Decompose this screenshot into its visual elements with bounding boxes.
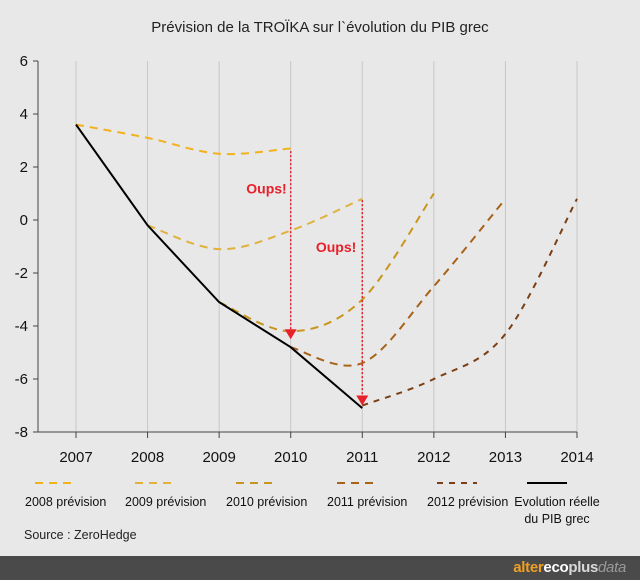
y-tick-label: 2 bbox=[20, 159, 28, 176]
annotations: Oups! Oups! bbox=[246, 151, 369, 406]
y-tick-label: -6 bbox=[15, 371, 28, 388]
y-tick-label: 4 bbox=[20, 106, 28, 123]
brand-logo: alterecoplusdata bbox=[513, 559, 626, 576]
x-tick-label: 2008 bbox=[131, 449, 164, 466]
series-line-forecast bbox=[147, 197, 363, 251]
chart: Prévision de la TROÏKA sur l`évolution d… bbox=[15, 19, 600, 526]
brand-bar: alterecoplusdata bbox=[0, 556, 640, 580]
y-tick-label: -8 bbox=[15, 424, 28, 441]
legend-label: 2012 prévision bbox=[427, 495, 508, 509]
x-tick-labels: 2007 2008 2009 2010 2011 2012 2013 2014 bbox=[59, 449, 593, 466]
y-tick-label: -2 bbox=[15, 265, 28, 282]
series-line-forecast bbox=[290, 198, 507, 367]
series-line-actual bbox=[75, 124, 363, 409]
annotation-arrowhead bbox=[356, 395, 369, 406]
x-tick-label: 2011 bbox=[346, 449, 378, 466]
annotation-label: Oups! bbox=[316, 239, 356, 255]
legend-label: 2010 prévision bbox=[226, 495, 307, 509]
series-line-forecast bbox=[75, 123, 291, 156]
x-tick-label: 2012 bbox=[417, 449, 450, 466]
y-tick-label: 6 bbox=[20, 53, 28, 70]
series-line-forecast bbox=[361, 198, 578, 407]
annotation-label: Oups! bbox=[246, 181, 286, 197]
y-tick-label: 0 bbox=[20, 212, 28, 229]
x-tick-label: 2007 bbox=[59, 449, 92, 466]
y-tick-labels: 6 4 2 0 -2 -4 -6 -8 bbox=[15, 53, 28, 441]
legend-label: 2009 prévision bbox=[125, 495, 206, 509]
grid-lines bbox=[75, 61, 578, 432]
chart-title: Prévision de la TROÏKA sur l`évolution d… bbox=[151, 19, 489, 36]
annotation-arrowhead bbox=[284, 329, 297, 340]
x-tick-label: 2014 bbox=[560, 449, 593, 466]
x-tick-label: 2009 bbox=[202, 449, 235, 466]
series-lines bbox=[75, 123, 578, 409]
series-line-forecast bbox=[218, 192, 435, 333]
axes bbox=[33, 60, 578, 438]
x-tick-label: 2010 bbox=[274, 449, 307, 466]
legend-label: 2011 prévision bbox=[327, 495, 407, 509]
legend-label: 2008 prévision bbox=[25, 495, 106, 509]
source-note: Source : ZeroHedge bbox=[24, 528, 137, 542]
legend: 2008 prévision 2009 prévision 2010 prévisi… bbox=[25, 482, 600, 526]
y-tick-label: -4 bbox=[15, 318, 28, 335]
legend-label: Evolution réelle du PIB grec bbox=[514, 495, 600, 526]
x-tick-label: 2013 bbox=[489, 449, 522, 466]
